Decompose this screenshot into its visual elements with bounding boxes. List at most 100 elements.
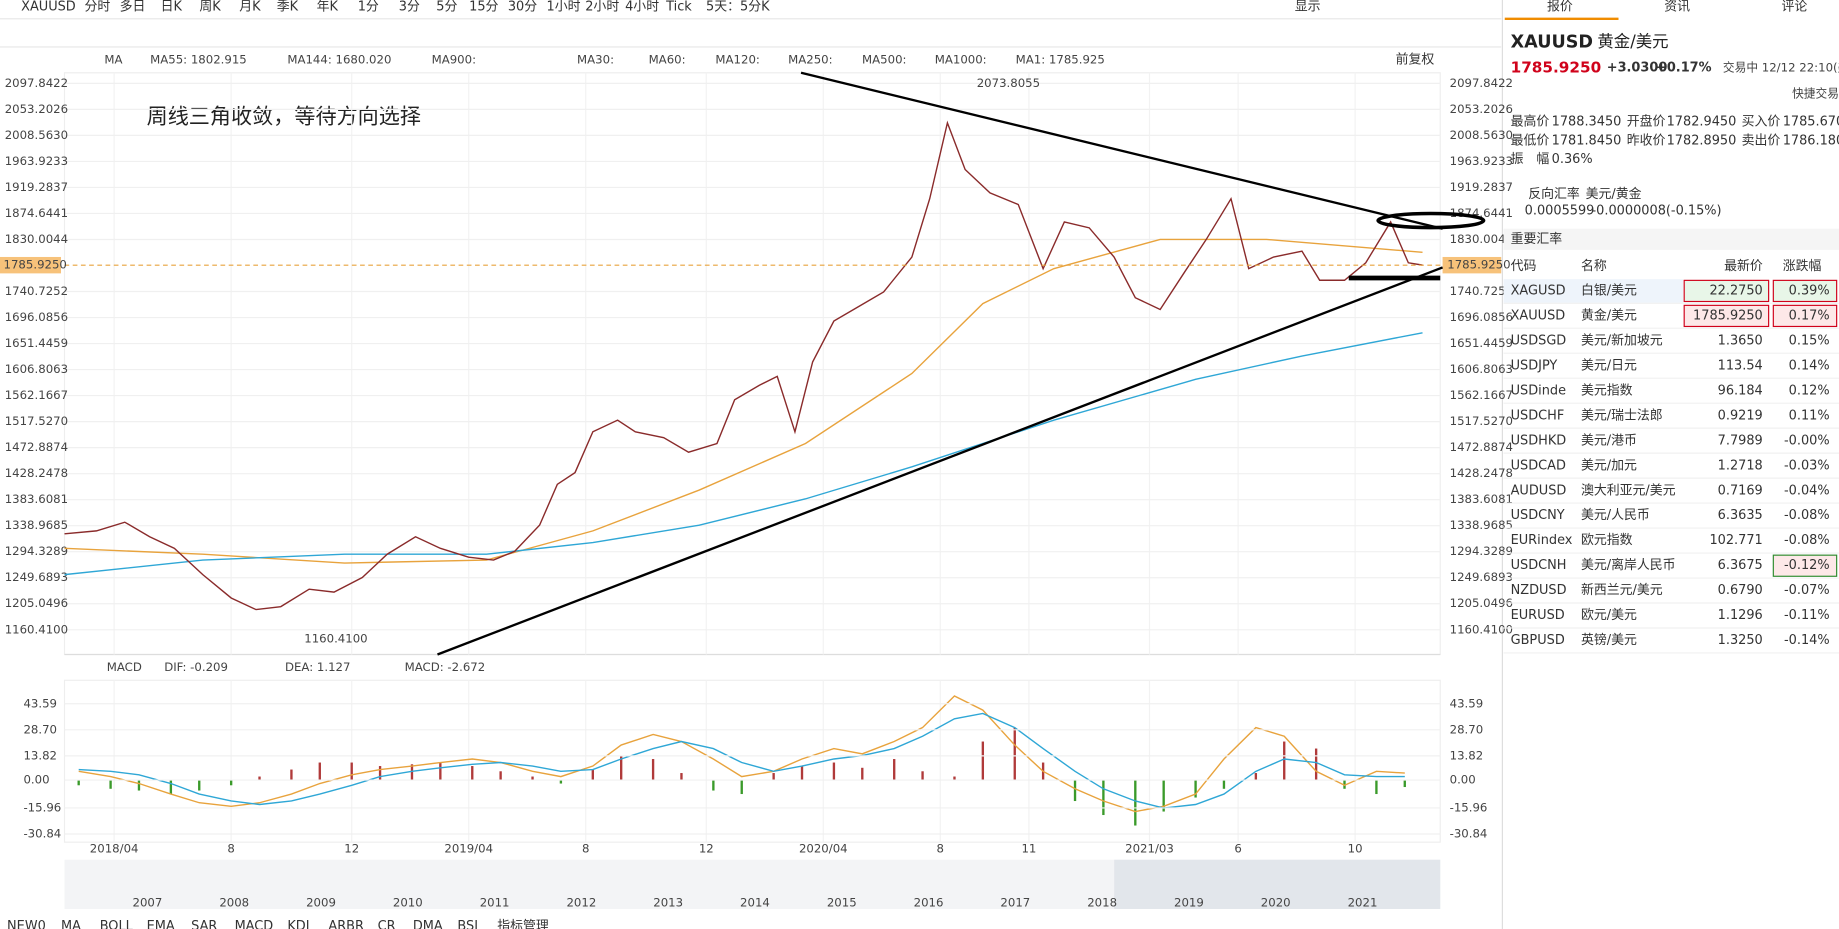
- row-code[interactable]: XAUUSD: [1511, 308, 1566, 323]
- cell-highlight: [1683, 279, 1770, 303]
- display-menu[interactable]: 显示: [1295, 0, 1321, 15]
- macd-bar: [169, 780, 173, 795]
- section-bar: [1503, 228, 1839, 250]
- macd-bar: [651, 759, 655, 781]
- row-name[interactable]: 美元/人民币: [1581, 508, 1650, 523]
- row-name[interactable]: 美元/加元: [1581, 458, 1637, 473]
- row-code[interactable]: NZDUSD: [1511, 583, 1567, 598]
- legend-entry[interactable]: MA60:: [649, 52, 686, 66]
- period-tab[interactable]: 分时: [84, 0, 110, 15]
- symbol-tab[interactable]: XAUUSD: [21, 0, 76, 15]
- row-name[interactable]: 欧元/美元: [1581, 608, 1637, 623]
- row-code[interactable]: XAGUSD: [1511, 283, 1566, 298]
- legend-entry[interactable]: MACD: -2.672: [405, 660, 486, 674]
- legend-entry[interactable]: MA144: 1680.020: [287, 52, 391, 66]
- row-code[interactable]: USDSGD: [1511, 333, 1567, 348]
- row-code[interactable]: USDCHF: [1511, 408, 1565, 423]
- legend-entry[interactable]: MA250:: [788, 52, 832, 66]
- row-code[interactable]: EURindex: [1511, 533, 1573, 548]
- panel-tab[interactable]: 报价: [1547, 0, 1573, 15]
- row-code[interactable]: EURUSD: [1511, 608, 1565, 623]
- period-tab[interactable]: 4小时: [625, 0, 659, 15]
- legend-entry[interactable]: MA55: 1802.915: [150, 52, 247, 66]
- row-code[interactable]: USDinde: [1511, 383, 1566, 398]
- legend-entry[interactable]: DEA: 1.127: [285, 660, 350, 674]
- legend-entry[interactable]: MA120:: [715, 52, 759, 66]
- period-tab[interactable]: 月K: [239, 0, 261, 15]
- adjust-button[interactable]: 前复权: [1396, 51, 1435, 67]
- trendline[interactable]: [800, 71, 1443, 230]
- trend-marker[interactable]: [1376, 211, 1486, 230]
- row-price: 0.9219: [1718, 408, 1763, 423]
- indicator-tab[interactable]: BOLL: [100, 919, 134, 929]
- overview-window[interactable]: [1114, 859, 1441, 910]
- indicator-tab[interactable]: CR: [378, 919, 396, 929]
- legend-entry[interactable]: MA1: 1785.925: [1016, 52, 1105, 66]
- y-tick-label: 1160.4100: [5, 622, 68, 636]
- row-name[interactable]: 白银/美元: [1581, 282, 1637, 298]
- legend-entry[interactable]: MA900:: [432, 52, 476, 66]
- period-tab[interactable]: 1分: [358, 0, 379, 15]
- row-name[interactable]: 美元/离岸人民币: [1581, 557, 1676, 573]
- quick-trade[interactable]: 快捷交易: [1792, 86, 1839, 100]
- indicator-tab[interactable]: KDJ: [287, 919, 309, 929]
- indicator-tab[interactable]: 指标管理: [497, 919, 549, 929]
- period-tab[interactable]: 周K: [199, 0, 221, 15]
- row-change: -0.08%: [1784, 508, 1830, 523]
- legend-entry[interactable]: MA1000:: [935, 52, 987, 66]
- row-name[interactable]: 英镑/美元: [1581, 632, 1637, 648]
- period-tab[interactable]: 30分: [508, 0, 537, 15]
- legend-entry[interactable]: MA30:: [577, 52, 614, 66]
- row-name[interactable]: 澳大利亚元/美元: [1581, 482, 1676, 498]
- indicator-tab[interactable]: BSI: [457, 919, 478, 929]
- period-tab[interactable]: 多日: [120, 0, 146, 15]
- indicator-tab[interactable]: DMA: [413, 919, 443, 929]
- period-tab[interactable]: 年K: [317, 0, 339, 15]
- indicator-tab[interactable]: SAR: [191, 919, 217, 929]
- row-name[interactable]: 美元指数: [1581, 383, 1633, 398]
- row-name[interactable]: 美元/新加坡元: [1581, 332, 1663, 348]
- period-tab[interactable]: 15分: [469, 0, 498, 15]
- period-tab[interactable]: Tick: [665, 0, 692, 15]
- low-label: 1160.4100: [304, 632, 367, 646]
- row-name[interactable]: 美元/港币: [1581, 433, 1637, 448]
- legend-entry[interactable]: MA500:: [862, 52, 906, 66]
- row-code[interactable]: USDJPY: [1511, 358, 1558, 373]
- y-tick-label: 1963.9233: [1450, 154, 1513, 168]
- indicator-tab[interactable]: NEW0: [7, 919, 46, 929]
- panel-tab[interactable]: 评论: [1782, 0, 1808, 15]
- macd-bar: [1375, 780, 1378, 795]
- legend-entry[interactable]: DIF: -0.209: [164, 660, 228, 674]
- row-name[interactable]: 美元/日元: [1581, 358, 1637, 373]
- indicator-tab[interactable]: EMA: [147, 919, 175, 929]
- period-tab[interactable]: 日K: [161, 0, 183, 15]
- y-tick-label: 1651.4459: [5, 336, 68, 350]
- period-tab[interactable]: 5分: [436, 0, 457, 15]
- row-name[interactable]: 欧元指数: [1581, 533, 1633, 548]
- panel-tab[interactable]: 资讯: [1664, 0, 1690, 15]
- row-name[interactable]: 美元/瑞士法郎: [1581, 408, 1663, 423]
- trendline[interactable]: [437, 266, 1444, 656]
- row-code[interactable]: USDCNY: [1511, 508, 1565, 523]
- row-highlight[interactable]: [1503, 279, 1684, 303]
- period-tab[interactable]: 2小时: [585, 0, 619, 15]
- reverse-pair[interactable]: 美元/黄金: [1586, 186, 1642, 202]
- annotation: 周线三角收敛，等待方向选择: [147, 103, 421, 128]
- row-code[interactable]: USDCAD: [1511, 458, 1566, 473]
- row-code[interactable]: USDHKD: [1511, 433, 1567, 448]
- indicator-tab[interactable]: MACD: [235, 919, 274, 929]
- period-tab[interactable]: 5天：5分K: [706, 0, 770, 15]
- y-tick-label: 1562.1667: [1450, 388, 1513, 402]
- row-name[interactable]: 新西兰元/美元: [1581, 582, 1663, 598]
- row-code[interactable]: USDCNH: [1511, 558, 1567, 573]
- row-name[interactable]: 黄金/美元: [1581, 307, 1637, 323]
- y-tick-label: 1696.0856: [1450, 310, 1513, 324]
- indicator-tab[interactable]: MA: [61, 919, 81, 929]
- row-code[interactable]: GBPUSD: [1511, 633, 1565, 648]
- period-tab[interactable]: 3分: [399, 0, 420, 15]
- period-tab[interactable]: 季K: [277, 0, 299, 15]
- period-tab[interactable]: 1小时: [547, 0, 581, 15]
- indicator-tab[interactable]: ARBR: [328, 919, 364, 929]
- row-code[interactable]: AUDUSD: [1511, 483, 1567, 498]
- row-change: -0.04%: [1784, 483, 1830, 498]
